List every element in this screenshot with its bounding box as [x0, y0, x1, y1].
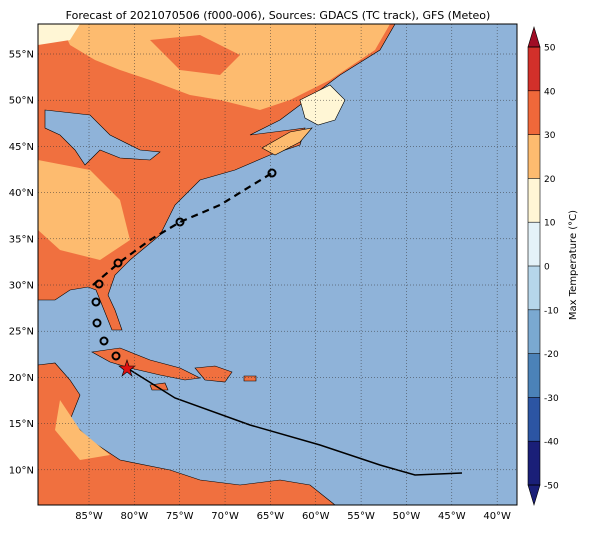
lat-label: 35°N: [9, 234, 34, 245]
great-lakes: [44, 109, 161, 166]
colorbar-segment: [528, 178, 540, 223]
land-hot: [150, 35, 240, 75]
colorbar-segment: [528, 353, 540, 398]
colorbar-segment: [528, 309, 540, 354]
lon-label: 80°W: [121, 511, 149, 522]
lat-label: 25°N: [9, 327, 34, 338]
colorbar-tick-label: 50: [544, 44, 556, 54]
nova-scotia: [261, 127, 313, 156]
lat-label: 15°N: [9, 419, 34, 430]
past-track: [126, 367, 463, 476]
colorbar-tick-label: -40: [544, 438, 559, 448]
lon-label: 40°W: [483, 511, 511, 522]
lat-label: 45°N: [9, 142, 34, 153]
land-mild: [38, 24, 80, 45]
colorbar-tick-label: 40: [544, 87, 556, 97]
colorbar: -50 -40 -30 -20 -10 0 10 20 30 40 50: [527, 25, 559, 507]
lon-label: 75°W: [166, 511, 194, 522]
lon-label: 50°W: [393, 511, 421, 522]
lon-label: 65°W: [257, 511, 285, 522]
colorbar-tick-label: -50: [544, 482, 559, 492]
map-title: Forecast of 2021070506 (f000-006), Sourc…: [66, 9, 491, 22]
colorbar-segment: [528, 90, 540, 135]
lon-label: 85°W: [75, 511, 103, 522]
colorbar-segment: [528, 266, 540, 310]
map-area: [37, 23, 517, 506]
lon-label: 45°W: [438, 511, 466, 522]
lon-label: 60°W: [302, 511, 330, 522]
colorbar-extend-bottom: [527, 484, 541, 507]
land-warm: [55, 400, 110, 460]
colorbar-tick-label: 20: [544, 175, 556, 185]
lat-label: 30°N: [9, 281, 34, 292]
newfoundland: [299, 84, 346, 126]
lat-label: 40°N: [9, 188, 34, 199]
map-frame: [37, 23, 518, 506]
lat-label: 55°N: [9, 50, 34, 61]
colorbar-label: Max Temperature (°C): [568, 210, 579, 320]
lat-label: 10°N: [9, 465, 34, 476]
colorbar-tick-label: 10: [544, 219, 556, 229]
colorbar-segment: [528, 441, 540, 485]
graticule: 55°N 50°N 45°N 40°N 35°N 30°N 25°N 20°N 15°N 10°N…: [9, 24, 517, 522]
colorbar-tick-label: 0: [544, 263, 550, 273]
colorbar-segment: [528, 397, 540, 442]
colorbar-segment: [528, 134, 540, 179]
lon-label: 70°W: [211, 511, 239, 522]
storm-symbols: [91, 168, 277, 361]
lat-label: 20°N: [9, 373, 34, 384]
hispaniola: [194, 365, 233, 383]
current-position: [118, 359, 136, 377]
colorbar-segment: [528, 222, 540, 266]
colorbar-tick-label: 30: [544, 131, 556, 141]
colorbar-tick-label: -10: [544, 306, 559, 316]
lat-label: 50°N: [9, 96, 34, 107]
land-warm: [38, 160, 130, 260]
lon-label: 55°W: [347, 511, 375, 522]
colorbar-tick-label: -30: [544, 394, 559, 404]
colorbar-extend-top: [527, 25, 541, 48]
puerto-rico: [243, 375, 257, 382]
colorbar-segment: [528, 47, 540, 91]
colorbar-tick-label: -20: [544, 350, 559, 360]
